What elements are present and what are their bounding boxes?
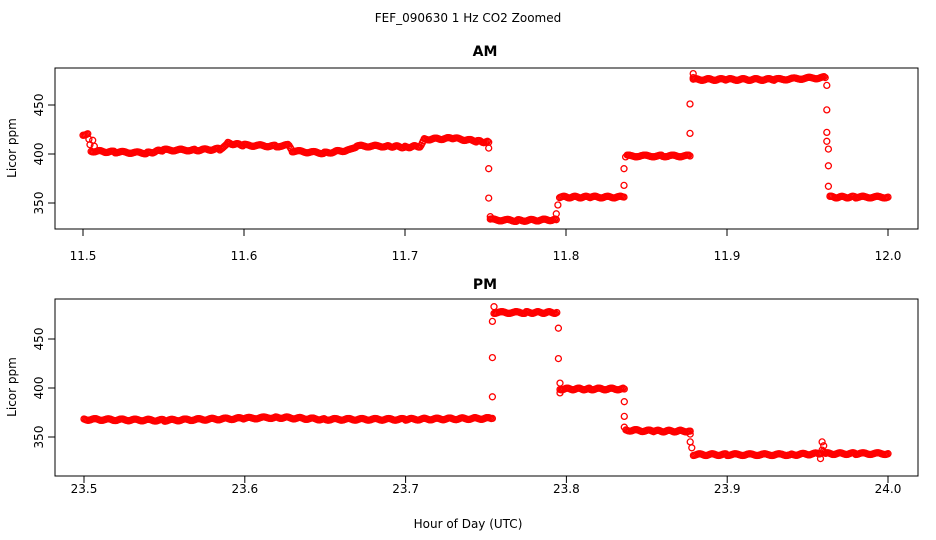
data-point [556,379,564,387]
data-point [821,73,829,82]
data-point [823,81,831,90]
data-point [554,354,563,363]
data-point [820,442,828,450]
data-point [620,398,628,406]
am-y-tick-label: 450 [32,94,46,117]
data-point [485,144,493,152]
data-point [556,389,564,397]
data-point [823,137,831,145]
data-point [689,69,697,78]
pm-panel-title: PM [473,277,497,293]
data-point [686,129,694,138]
data-point [90,142,98,150]
pm-panel: PM Licor ppm 23.5 23.6 23.7 23.8 23.9 24.0 35… [5,277,919,496]
data-point [686,100,694,108]
am-x-tick-label: 11.7 [392,249,419,263]
am-x-tick-label: 11.8 [553,249,580,263]
am-panel: AM Licor ppm 11.5 11.6 11.7 11.8 11.9 12.0 35… [5,44,919,263]
data-point [554,324,563,332]
pm-x-tick-label: 23.9 [714,482,741,496]
data-point [486,213,494,221]
data-point [826,192,834,200]
data-point [823,128,831,137]
data-point [553,308,561,317]
x-axis-label: Hour of Day (UTC) [414,517,523,531]
pm-x-tick-label: 23.5 [71,482,98,496]
data-point [490,303,498,311]
pm-x-tick-label: 24.0 [875,482,902,496]
data-point [621,153,630,161]
am-y-tick-label: 400 [32,143,46,166]
pm-plot-frame [54,298,919,477]
data-point [488,393,497,401]
pm-x-tick-label: 23.7 [392,482,419,496]
data-point [686,152,694,160]
pm-y-axis-label: Licor ppm [5,357,19,417]
pm-y-axis: 350 400 450 [32,328,56,449]
data-point [488,414,497,423]
data-point [554,201,562,209]
am-y-tick-label: 350 [32,192,46,215]
am-x-tick-label: 11.6 [231,249,258,263]
pm-y-tick-label: 450 [32,328,46,351]
data-point [884,193,892,201]
data-point [818,438,826,446]
data-point [686,427,694,435]
data-point [620,181,628,190]
data-point [820,73,828,81]
pm-x-axis: 23.5 23.6 23.7 23.8 23.9 24.0 [71,475,902,496]
am-x-tick-label: 12.0 [875,249,902,263]
data-point [485,194,493,202]
data-point [686,430,694,438]
am-data-points [79,69,892,226]
am-panel-title: AM [473,44,498,60]
am-y-axis: 350 400 450 [32,94,56,215]
pm-y-tick-label: 350 [32,426,46,449]
data-point [488,353,497,362]
pm-x-tick-label: 23.8 [553,482,580,496]
am-x-axis: 11.5 11.6 11.7 11.8 11.9 12.0 [70,228,902,263]
data-point [488,317,497,326]
am-x-tick-label: 11.9 [714,249,741,263]
data-point [620,165,628,173]
pm-y-tick-label: 400 [32,377,46,400]
data-point [620,423,628,431]
data-point [824,145,833,153]
data-point [620,193,628,201]
data-point [552,210,560,218]
data-point [686,438,694,446]
data-point [824,182,833,190]
data-point [884,450,892,458]
data-point [620,385,628,393]
data-point [485,165,493,173]
data-point [689,73,697,82]
pm-x-tick-label: 23.6 [231,482,258,496]
pm-data-points [80,303,892,463]
data-point [620,412,628,421]
data-point [483,137,492,145]
figure-title: FEF_090630 1 Hz CO2 Zoomed [375,11,561,25]
data-point [688,444,696,452]
am-y-axis-label: Licor ppm [5,118,19,178]
data-point [824,162,833,170]
data-point [816,454,825,463]
data-point [823,106,831,114]
am-x-tick-label: 11.5 [70,249,97,263]
